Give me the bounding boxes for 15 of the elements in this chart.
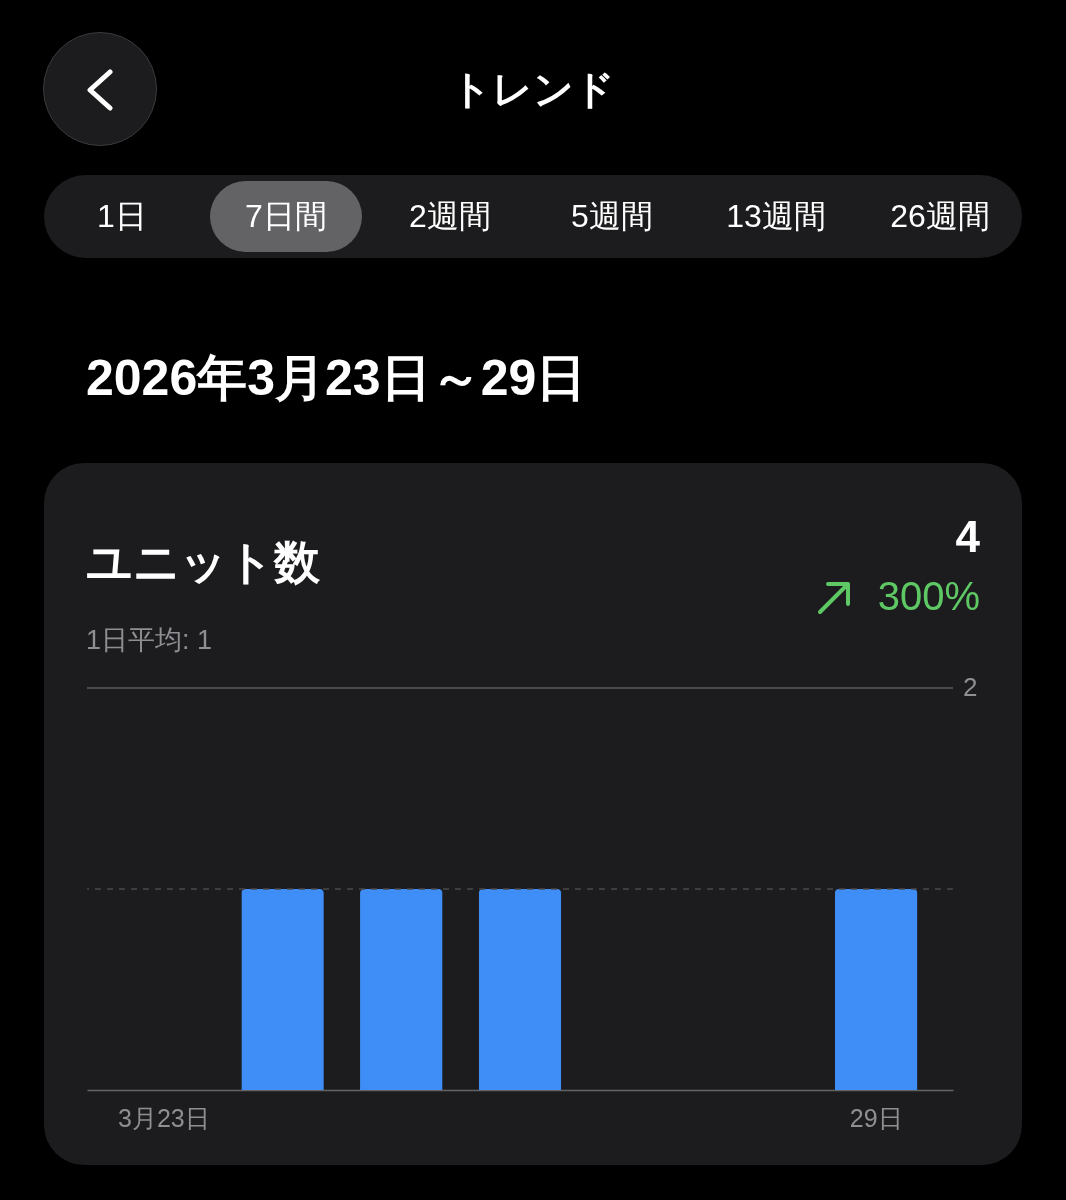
text: 7日間	[245, 197, 327, 236]
chart-title: ユニット数	[86, 535, 320, 590]
text: 300%	[877, 574, 980, 619]
x-tick-label: 29日	[849, 1103, 903, 1132]
text: 2026年3月23日～29日	[86, 349, 587, 408]
text: 13週間	[726, 197, 826, 236]
text: 26週間	[890, 197, 990, 236]
ref-line-label: 2	[963, 672, 978, 702]
chart-subtitle: 1日平均: 1	[86, 624, 213, 657]
text: 2週間	[409, 197, 491, 236]
x-tick-label: 3月23日	[118, 1103, 210, 1132]
text: 1日	[97, 197, 147, 236]
text: トレンド	[451, 65, 615, 113]
text: 4	[955, 512, 980, 562]
text: 5週間	[571, 197, 653, 236]
